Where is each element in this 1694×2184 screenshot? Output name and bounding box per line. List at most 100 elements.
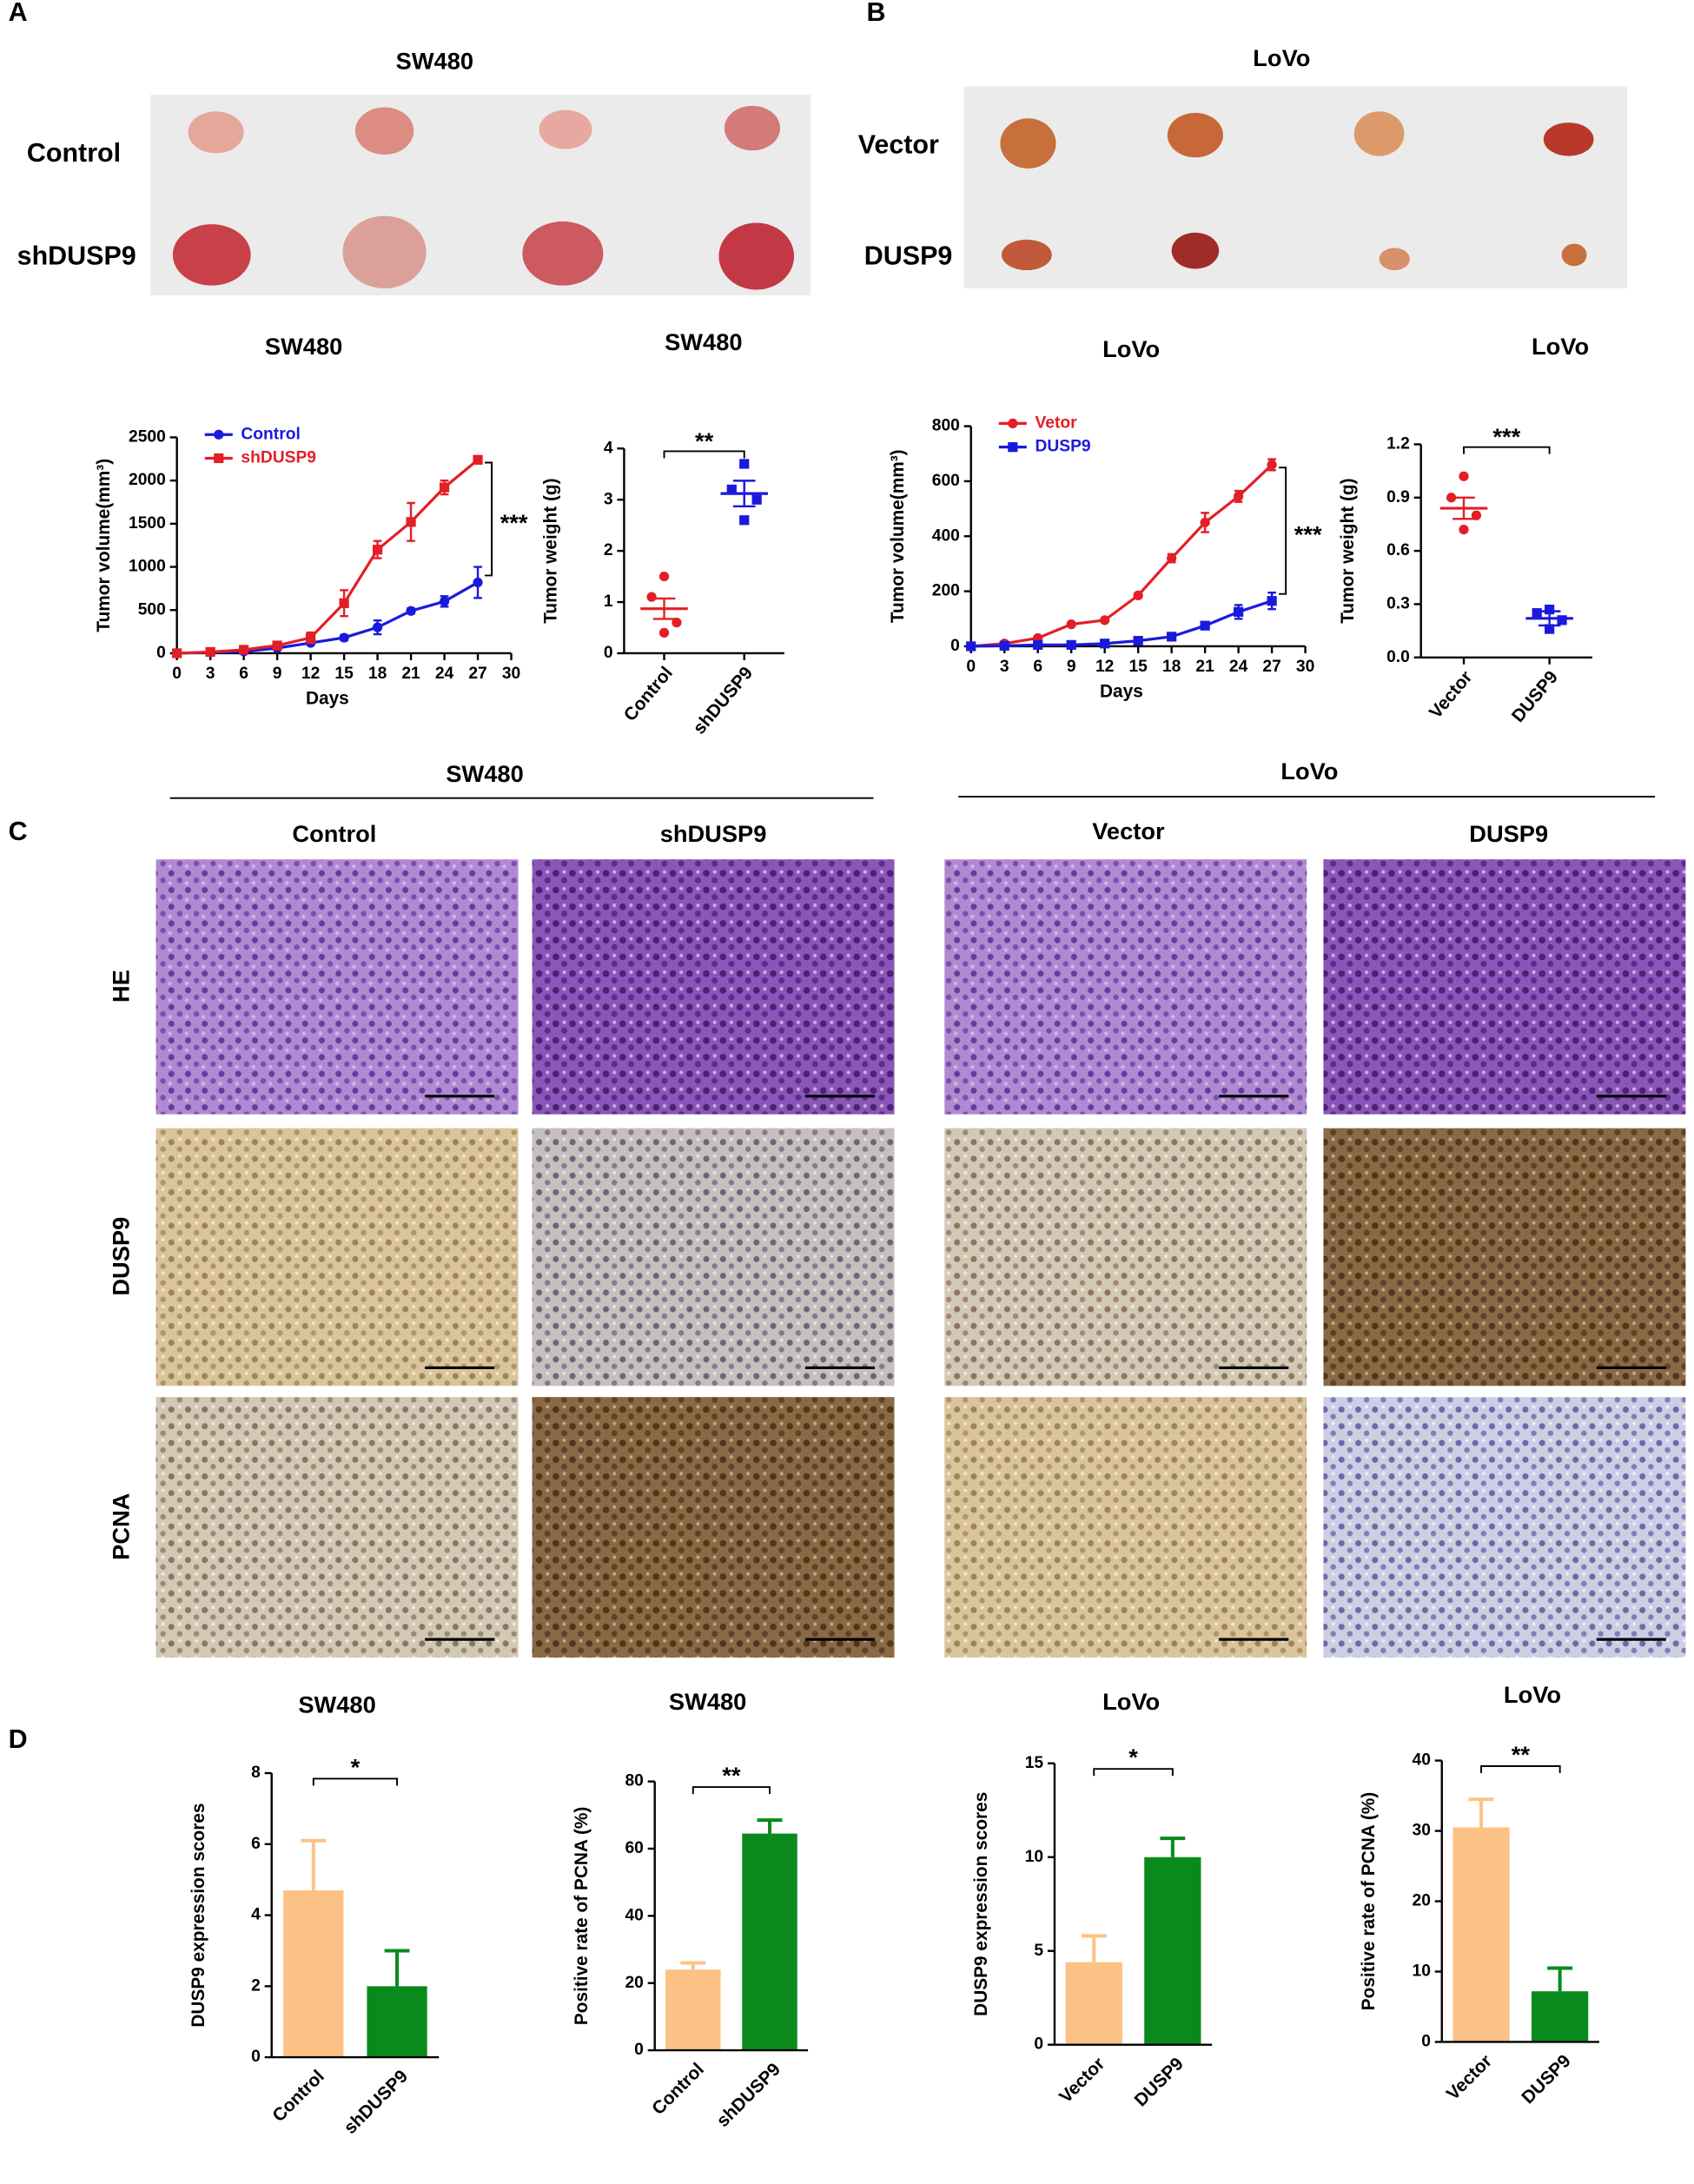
marker — [1100, 639, 1110, 649]
error-bar — [301, 1838, 327, 1890]
significance-bracket — [1463, 446, 1551, 454]
x-tick-label: Vector — [1443, 2051, 1496, 2104]
panel-label: C — [9, 817, 28, 846]
y-axis-label: DUSP9 expression scores — [971, 1792, 991, 2016]
significance-bracket — [1480, 1765, 1561, 1774]
y-tick-label: 2500 — [129, 428, 166, 447]
marker — [999, 640, 1009, 651]
row-label: DUSP9 — [864, 242, 953, 271]
chart-title: SW480 — [265, 333, 342, 360]
x-tick-label: shDUSP9 — [689, 663, 757, 738]
x-tick-label: 27 — [1262, 658, 1280, 676]
row-label: shDUSP9 — [17, 242, 136, 271]
marker — [1459, 471, 1469, 481]
y-tick-label: 6 — [251, 1835, 261, 1853]
x-tick-label: Vector — [1055, 2054, 1108, 2107]
y-tick-label: 0 — [1421, 2033, 1431, 2051]
x-tick-label: shDUSP9 — [341, 2067, 413, 2139]
x-tick-label: 27 — [468, 665, 486, 683]
chart-title: SW480 — [665, 328, 742, 355]
error-bar — [652, 597, 676, 620]
x-tick-label: 6 — [1033, 658, 1042, 676]
y-tick-label: 15 — [1025, 1754, 1044, 1772]
marker — [1033, 639, 1043, 650]
row-label: HE — [107, 970, 134, 1003]
x-tick-label: 15 — [334, 665, 354, 683]
x-tick-label: Control — [268, 2067, 328, 2127]
y-tick-label: 1 — [604, 592, 613, 611]
y-tick-label: 0 — [634, 2041, 644, 2059]
marker — [1446, 493, 1457, 503]
marker — [214, 453, 224, 464]
marker — [658, 627, 670, 638]
tumors — [1000, 111, 1594, 271]
y-tick-label: 2 — [604, 541, 613, 559]
significance-bracket — [1093, 1768, 1174, 1777]
x-tick-label: 18 — [368, 665, 387, 683]
significance-label: *** — [1294, 521, 1322, 548]
marker — [406, 517, 416, 527]
x-tick-label: 15 — [1128, 658, 1148, 676]
y-tick-label: 40 — [625, 1906, 643, 1924]
y-tick-label: 4 — [604, 439, 613, 457]
x-tick-label: Control — [620, 663, 677, 725]
bar — [1065, 1962, 1122, 2045]
marker — [1167, 632, 1177, 642]
x-tick-label: 12 — [301, 665, 320, 683]
x-tick-label: DUSP9 — [1131, 2054, 1188, 2110]
marker — [1545, 604, 1555, 615]
x-tick-label: 3 — [1000, 658, 1009, 676]
y-axis-label: Tumor volume(mm³) — [888, 449, 908, 623]
panel-label: D — [9, 1724, 28, 1754]
marker — [1234, 491, 1244, 501]
marker — [172, 648, 182, 659]
y-tick-label: 5 — [1034, 1942, 1043, 1960]
y-tick-label: 4 — [251, 1906, 261, 1924]
y-axis-label: Positive rate of PCNA (%) — [1359, 1792, 1379, 2011]
significance-bracket — [312, 1777, 398, 1786]
legend-label: Vetor — [1035, 414, 1077, 432]
column-label: Vector — [1092, 817, 1165, 844]
marker — [646, 592, 657, 602]
row-label: DUSP9 — [107, 1217, 134, 1296]
panel-label: A — [9, 0, 28, 27]
significance-label: *** — [500, 509, 528, 536]
marker — [372, 545, 383, 555]
chart-title: SW480 — [669, 1688, 746, 1715]
significance-label: ** — [722, 1762, 741, 1789]
y-tick-label: 10 — [1025, 1848, 1043, 1866]
photo-title: SW480 — [396, 47, 473, 74]
photo-title: LoVo — [1253, 44, 1310, 71]
y-tick-label: 3 — [604, 490, 613, 508]
x-tick-label: 24 — [1229, 658, 1248, 676]
significance-bracket — [691, 1786, 771, 1795]
tumors — [172, 105, 795, 290]
marker — [339, 632, 349, 643]
group-label: SW480 — [446, 760, 523, 787]
y-tick-label: 20 — [1413, 1892, 1431, 1910]
marker — [1200, 517, 1210, 528]
marker — [473, 454, 483, 465]
chart-title: SW480 — [298, 1691, 375, 1717]
error-bar — [1160, 1837, 1186, 1857]
y-tick-label: 1.2 — [1386, 435, 1410, 453]
y-tick-label: 0 — [950, 637, 960, 655]
y-tick-label: 600 — [932, 472, 960, 490]
marker — [473, 577, 483, 588]
marker — [1100, 615, 1110, 625]
y-tick-label: 0 — [251, 2048, 261, 2066]
marker — [1133, 635, 1143, 646]
marker — [739, 459, 750, 469]
x-tick-label: 9 — [1067, 658, 1076, 676]
y-tick-label: 0.6 — [1386, 541, 1410, 559]
y-tick-label: 40 — [1413, 1751, 1431, 1770]
x-tick-label: DUSP9 — [1508, 667, 1562, 726]
marker — [1234, 606, 1244, 617]
column-label: shDUSP9 — [660, 820, 767, 847]
marker — [1545, 624, 1555, 634]
marker — [1557, 615, 1567, 625]
x-tick-label: 30 — [1296, 658, 1314, 676]
marker — [1066, 619, 1076, 630]
marker — [339, 598, 349, 608]
